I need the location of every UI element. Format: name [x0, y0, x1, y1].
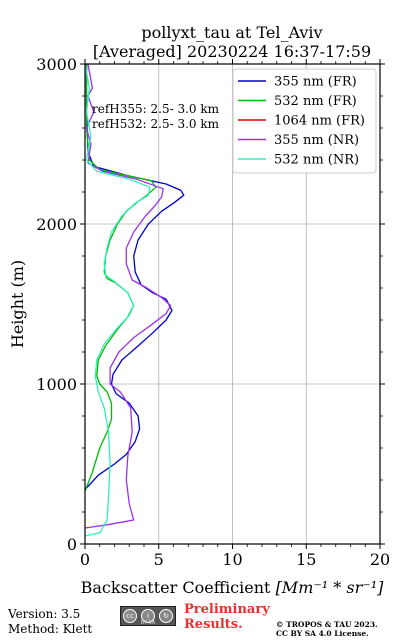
x-tick-label: 15	[296, 550, 316, 569]
cc-icon: cc	[123, 609, 137, 623]
x-axis-label: Backscatter Coefficient [Mm⁻¹ * sr⁻¹]	[81, 578, 384, 597]
y-tick-label: 2000	[36, 215, 77, 234]
y-tick-label: 0	[67, 535, 77, 554]
version-label: Version: 3.5	[8, 607, 81, 621]
preliminary-line2: Results.	[184, 617, 243, 632]
legend-box	[232, 68, 377, 174]
info-icon: i	[141, 609, 155, 623]
x-tick-label: 10	[222, 550, 242, 569]
chart-title: pollyxt_tau at Tel_Aviv	[141, 23, 322, 42]
annotation-refh532: refH532: 2.5- 3.0 km	[92, 117, 220, 131]
method-label: Method: Klett	[8, 622, 93, 636]
legend-label: 532 nm (FR)	[274, 94, 357, 109]
axis-ticks: 0 5 10 15 20 0 1000 2000 3000	[36, 55, 390, 569]
chart-subtitle: [Averaged] 20230224 16:37-17:59	[93, 42, 371, 61]
annotation-refh355: refH355: 2.5- 3.0 km	[92, 102, 220, 116]
legend: 355 nm (FR) 532 nm (FR) 1064 nm (FR) 355 nm…	[232, 68, 377, 174]
version-info: Version: 3.5 Method: Klett	[8, 607, 92, 637]
series-line-355-nm-fr	[85, 64, 185, 489]
share-alike-icon: ↻	[159, 609, 173, 623]
x-tick-label: 20	[370, 550, 390, 569]
legend-label: 355 nm (FR)	[274, 75, 357, 90]
license-badge-text: BY SA	[140, 620, 156, 626]
copyright-line1: © TROPOS & TAU 2023.	[276, 620, 378, 629]
series-line-532-nm-nr	[84, 63, 151, 537]
backscatter-profile-chart: pollyxt_tau at Tel_Aviv [Averaged] 20230…	[8, 23, 390, 597]
preliminary-notice: Preliminary Results.	[184, 602, 270, 632]
legend-label: 532 nm (NR)	[274, 153, 359, 168]
series-lines	[84, 63, 185, 537]
x-tick-label: 5	[154, 550, 164, 569]
y-tick-label: 3000	[36, 55, 77, 74]
x-axis-label-text: Backscatter Coefficient	[81, 578, 271, 597]
legend-label: 1064 nm (FR)	[274, 114, 365, 129]
legend-label: 355 nm (NR)	[274, 133, 359, 148]
y-axis-label: Height (m)	[8, 260, 27, 348]
cc-license-badge: cc i ↻ BY SA	[120, 606, 176, 626]
x-tick-label: 0	[80, 550, 90, 569]
x-axis-label-units: [Mm⁻¹ * sr⁻¹]	[276, 578, 385, 597]
preliminary-line1: Preliminary	[184, 602, 270, 617]
series-line-355-nm-nr	[84, 63, 172, 529]
y-tick-label: 1000	[36, 375, 77, 394]
copyright-line2: CC BY SA 4.0 License.	[276, 629, 369, 638]
copyright-notice: © TROPOS & TAU 2023. CC BY SA 4.0 Licens…	[276, 620, 378, 638]
